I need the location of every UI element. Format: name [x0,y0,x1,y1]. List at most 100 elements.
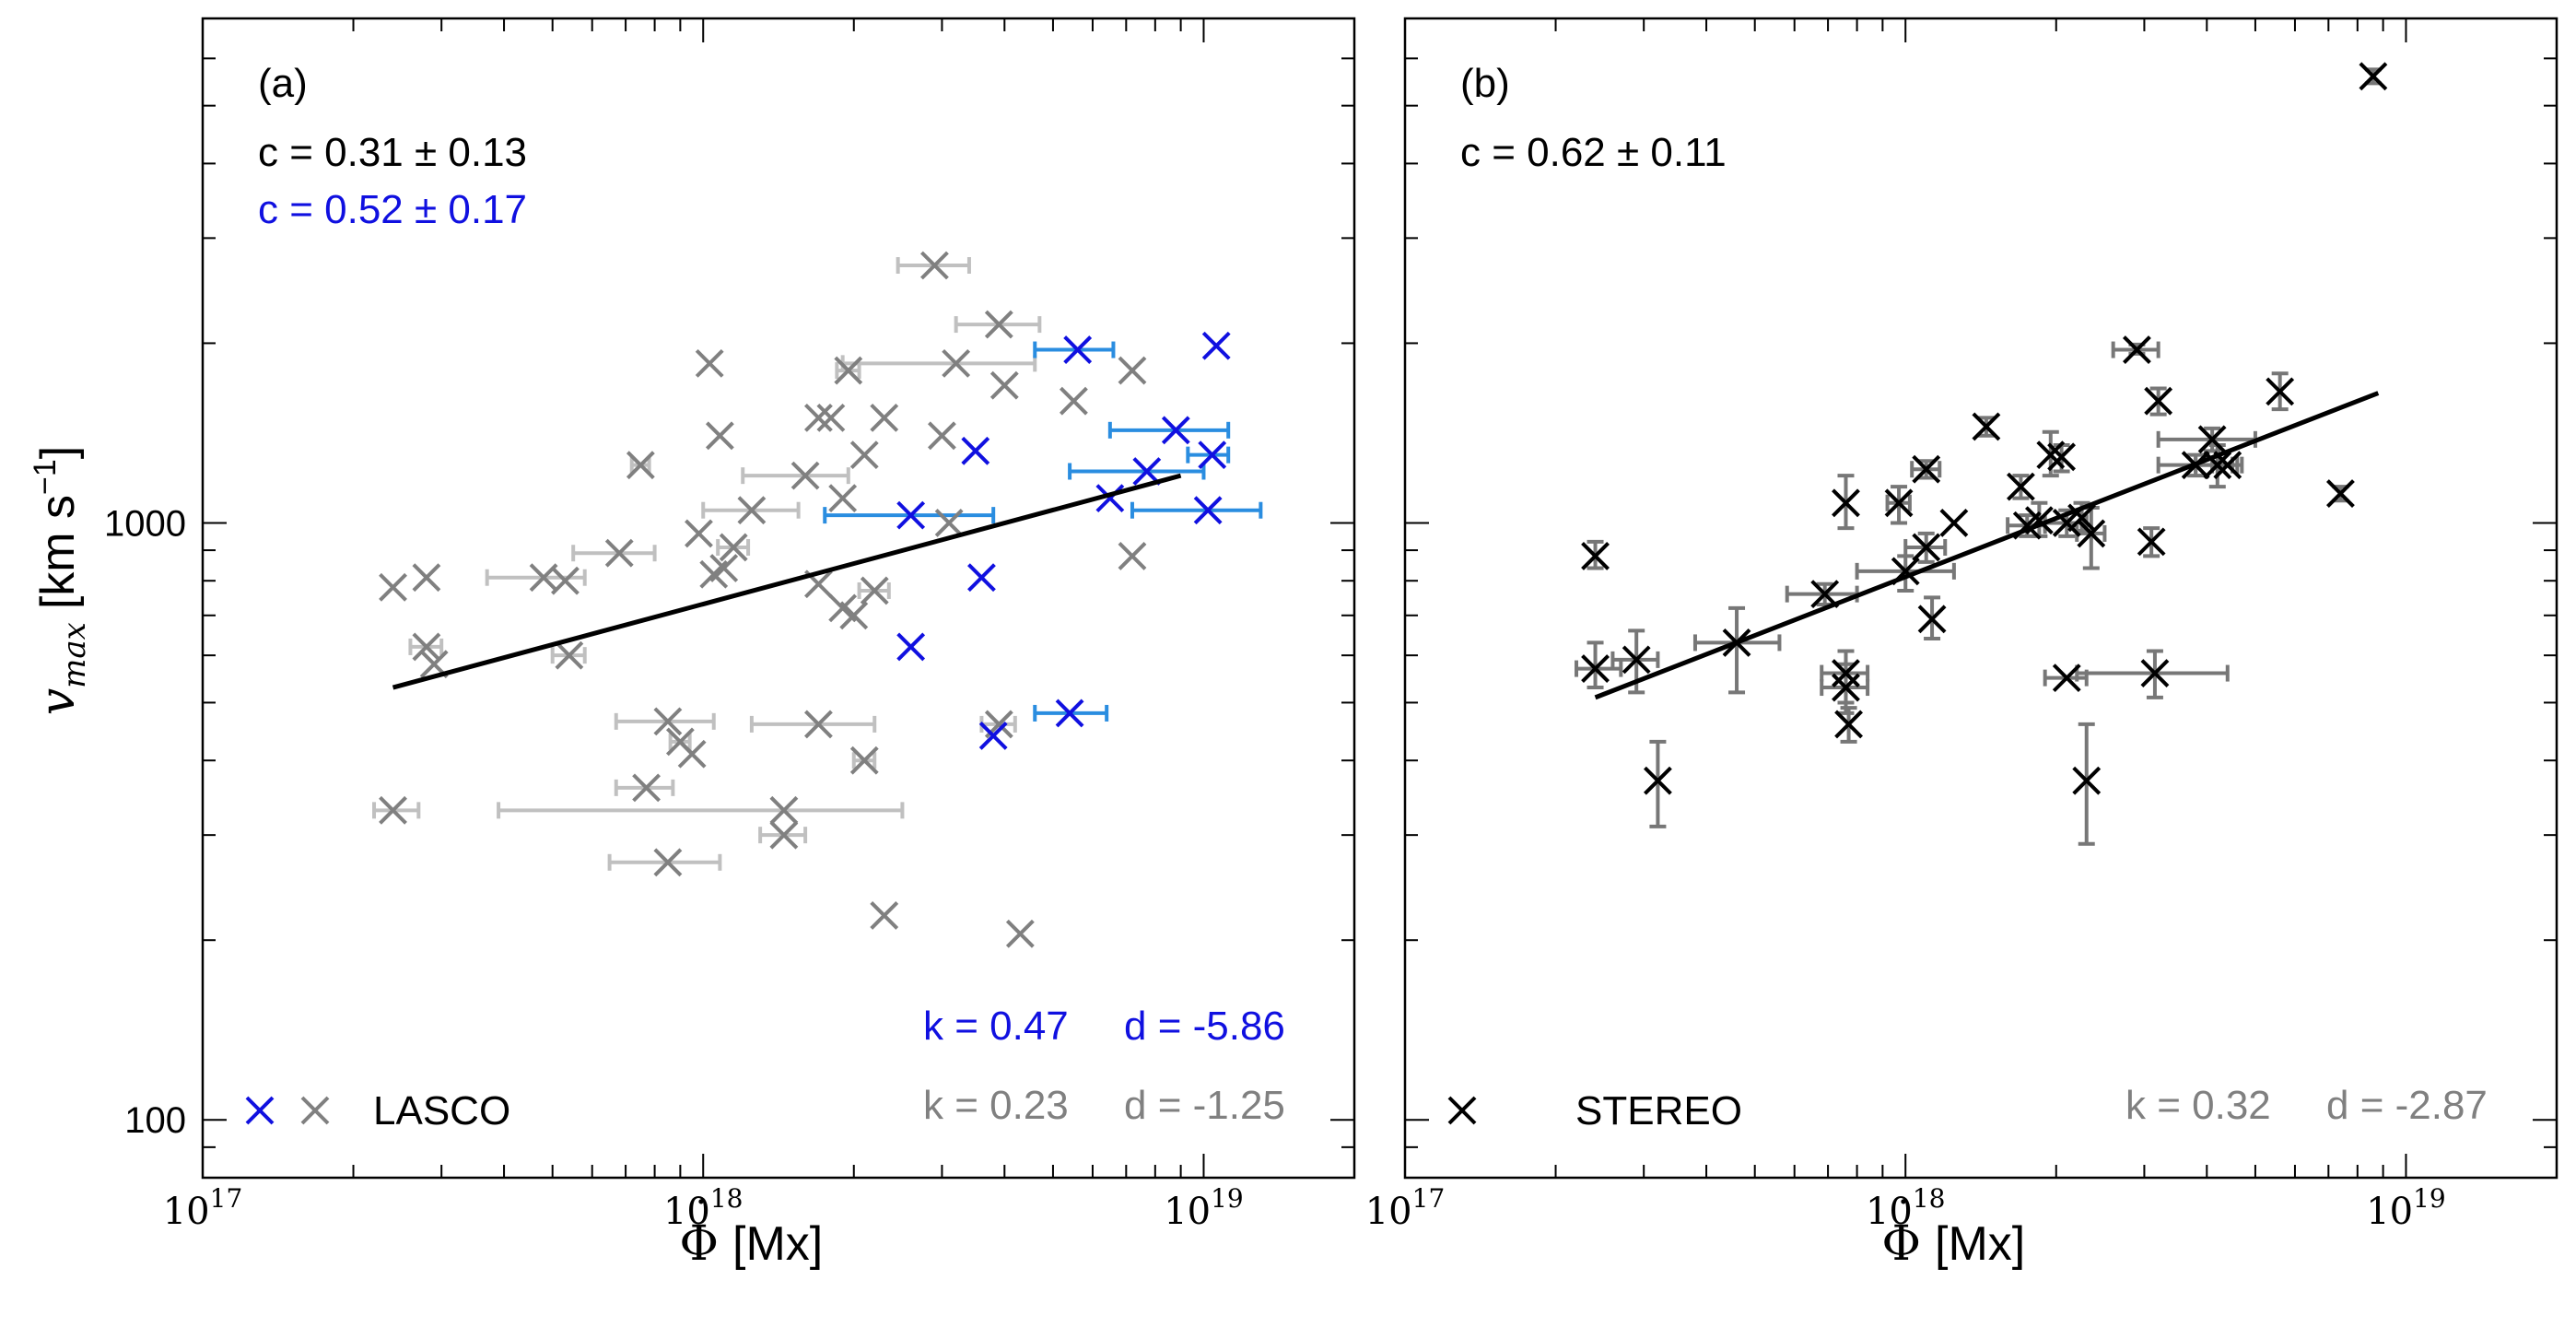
data-point [961,436,990,465]
data-point [870,900,899,930]
svg-text:[Mx]: [Mx] [1935,1217,2025,1271]
data-point [790,461,820,490]
x-tick-label: 1018 [1866,1183,1946,1233]
panel-a: (a) c = 0.31 ± 0.13 c = 0.52 ± 0.17 k = … [104,17,1356,1233]
data-point [860,576,889,605]
data-point [379,795,407,825]
x-axis-label-b: Φ · [Mx] [1881,1181,2025,1272]
legend-marker [300,1096,330,1125]
data-point [2067,503,2096,533]
data-point [2077,519,2106,548]
data-point [1834,710,1863,739]
data-point [920,251,949,280]
data-point [2266,377,2295,406]
data-point [769,820,799,850]
x-tick-label: 1017 [163,1183,243,1233]
data-point [849,440,879,470]
x-tick-label: 1019 [2366,1183,2446,1233]
data-point [551,566,580,595]
data-point [412,632,441,662]
data-point [984,310,1013,339]
x-axis-dot-a: · [696,1181,708,1224]
fit-line [392,473,1182,690]
data-point [1912,454,1941,484]
data-point [653,848,683,877]
data-point [1832,659,1860,687]
x-tick-label: 1019 [1164,1183,1244,1233]
data-point [2052,664,2081,693]
data-point [1201,331,1231,360]
data-point [2007,472,2035,501]
data-point [677,739,707,769]
data-point [653,707,683,736]
data-point [1622,645,1651,675]
data-point [555,640,584,670]
data-point [1193,496,1223,525]
panel-a-frame [201,17,1356,1180]
panel-a-fit-k-blue: k = 0.47 [923,1004,1069,1049]
data-point [1060,386,1088,416]
data-point [1939,509,1969,537]
data-point [737,496,767,525]
data-point [870,403,899,432]
data-point [1118,541,1147,570]
data-point [2047,442,2077,472]
panel-b-fit-d-gray: d = -2.87 [2326,1083,2488,1128]
panel-a-fit-d-blue: d = -5.86 [1124,1004,1285,1049]
y-tick-label: 1000 [104,503,186,544]
panel-a-legend-label: LASCO [373,1088,510,1133]
data-point [1581,654,1610,683]
data-point [1055,699,1084,728]
data-point [604,538,634,568]
panel-b-fit-k-gray: k = 0.32 [2125,1083,2271,1128]
x-axis-label-a: Φ · [Mx] [679,1181,823,1272]
svg-text:[Mx]: [Mx] [732,1217,823,1271]
data-point [769,795,799,825]
data-point [695,348,724,378]
data-point [1118,356,1147,385]
y-tick-label: 100 [124,1100,186,1141]
data-point [834,356,863,385]
data-point [626,451,655,480]
data-point [632,773,661,803]
data-point [2326,479,2355,508]
panel-a-corr-2: c = 0.52 ± 0.17 [258,187,527,232]
data-point [942,348,971,378]
legend-marker [245,1096,275,1125]
panel-b-legend-label: STEREO [1575,1088,1742,1133]
data-point [2052,509,2081,537]
panel-a-fit-d-gray: d = -1.25 [1124,1083,1285,1128]
data-point [1912,533,1941,562]
data-point [2203,451,2232,480]
svg-text:Φ: Φ [1881,1216,1921,1272]
panel-b-legend [1447,1096,1477,1125]
data-point [379,572,407,602]
data-point [2144,386,2173,416]
data-point [1161,416,1190,445]
data-point [1063,335,1093,364]
data-point [804,403,833,432]
data-point [412,563,441,593]
data-point [1972,412,2001,441]
data-point [2137,527,2166,557]
data-point [685,519,713,548]
panel-a-fit-k-gray: k = 0.23 [923,1083,1069,1128]
data-point [1917,605,1947,634]
data-point [705,421,734,451]
data-point [709,554,739,582]
data-point [1581,541,1610,570]
data-point [896,632,926,662]
panel-a-legend [245,1096,330,1125]
data-point [2123,335,2151,364]
data-point [989,370,1019,400]
fit-line [1594,391,2380,700]
data-point [828,484,858,513]
data-point [2197,425,2227,454]
data-point [1832,488,1860,518]
panel-a-letter: (a) [258,61,308,106]
data-point [2140,659,2170,687]
data-point [816,403,846,432]
panel-b-frame [1403,17,2558,1180]
svg-text:Φ: Φ [679,1216,719,1272]
